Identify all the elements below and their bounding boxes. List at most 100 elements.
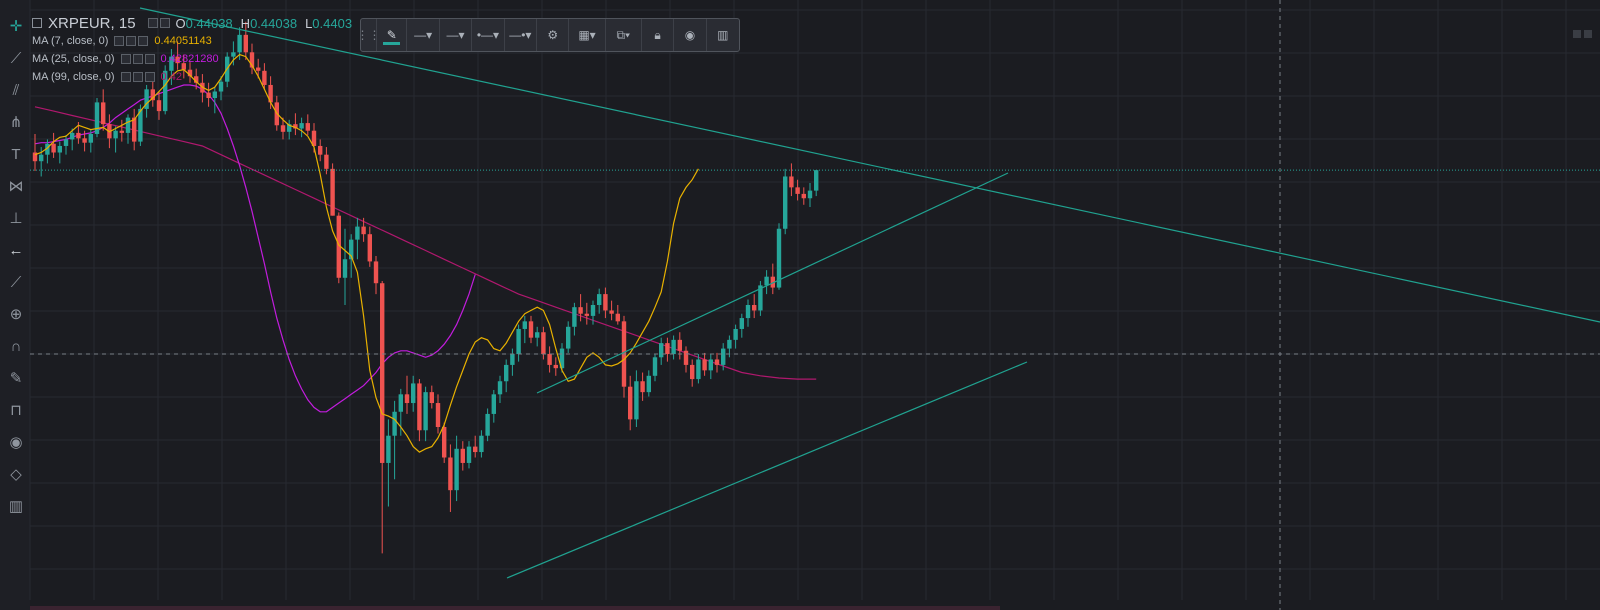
candle-body	[665, 343, 670, 355]
text-icon[interactable]: T	[11, 145, 21, 163]
left-toolbar-bg	[0, 0, 30, 610]
candle-body	[57, 145, 62, 153]
fill-icon[interactable]: ▦▾	[569, 19, 606, 51]
candle-body	[256, 67, 261, 71]
minimize-icon[interactable]	[1573, 30, 1581, 38]
indicator-value: 0.42	[160, 71, 182, 83]
layers-icon[interactable]: ◇	[10, 466, 22, 483]
candle-body	[671, 339, 676, 355]
candle-body	[51, 143, 56, 153]
candle-body	[132, 117, 137, 142]
candle-body	[516, 328, 521, 355]
candle-body	[485, 413, 490, 436]
candle-body	[119, 130, 124, 133]
candle-body	[727, 339, 732, 349]
candle-body	[566, 326, 571, 349]
close-icon[interactable]	[138, 36, 149, 46]
low-value: L0.4403	[305, 15, 353, 31]
eye-icon[interactable]: ◉	[9, 434, 23, 451]
gear-icon[interactable]	[159, 18, 170, 28]
candle-body	[609, 310, 614, 314]
open-value: O0.44038	[175, 15, 233, 31]
trend-line-icon[interactable]: ⟋	[10, 49, 22, 67]
candle-body	[417, 383, 422, 431]
candle-body	[156, 100, 162, 112]
maximize-icon[interactable]	[1584, 30, 1592, 38]
candle-body	[150, 89, 155, 101]
trash-icon[interactable]: ▥	[8, 498, 24, 515]
candle-body	[187, 69, 193, 77]
symbol-title: XRPEUR, 15	[48, 14, 136, 32]
close-icon[interactable]	[144, 54, 155, 64]
candle-body	[541, 332, 546, 355]
gear-icon[interactable]	[132, 54, 143, 64]
gear-icon[interactable]	[132, 72, 143, 82]
eye-icon[interactable]	[114, 36, 125, 46]
parallel-channel-icon[interactable]: ⫽	[12, 81, 20, 99]
candle-body	[590, 305, 596, 316]
back-arrow-icon[interactable]: ←	[8, 241, 24, 259]
symbol-settings[interactable]	[147, 18, 170, 28]
eye-icon[interactable]	[120, 54, 131, 64]
pencil-icon[interactable]: ✎	[377, 19, 408, 51]
high-value: H0.44038	[240, 15, 298, 31]
candle-body	[101, 102, 106, 125]
candle-body	[88, 133, 93, 143]
lock-icon[interactable]: 🔒︎	[642, 19, 675, 51]
collapse-icon[interactable]	[32, 18, 42, 28]
candle-body	[721, 348, 726, 365]
line-style-3[interactable]: •—▾	[472, 19, 505, 51]
candle-body	[94, 102, 100, 134]
chart-legend: XRPEUR, 15 O0.44038 H0.44038 L0.4403 MA …	[32, 14, 360, 86]
ma7-line	[34, 53, 699, 453]
eye-icon[interactable]: ◉	[674, 19, 707, 51]
ruler-icon[interactable]: ⟋	[10, 273, 22, 291]
ma99-path	[34, 106, 817, 380]
candle-body	[714, 359, 720, 365]
line-style-1[interactable]: —▾	[407, 19, 440, 51]
candle-body	[646, 375, 651, 393]
candle-body	[795, 187, 800, 194]
candle-body	[262, 70, 267, 85]
ma25-path	[34, 84, 476, 413]
candle-body	[460, 448, 465, 463]
pitchfork-icon[interactable]: ⋔	[9, 114, 23, 131]
drawing-tools-sidebar: ✛ ⟋ ⫽ ⋔ T ⋈ ⊥ ← ⟋ ⊕ ∩ ✎ ⊓ ◉ ◇ ▥	[6, 10, 26, 522]
crosshair-icon[interactable]: ✛	[9, 18, 23, 35]
gear-icon[interactable]	[126, 36, 137, 46]
copy-icon[interactable]: ⧉▾	[606, 19, 642, 51]
drag-handle-icon[interactable]: ⋮⋮	[357, 19, 381, 51]
candle-body	[299, 123, 304, 129]
candle-body	[218, 81, 224, 92]
trash-icon[interactable]: ▥	[717, 28, 729, 42]
zoom-in-icon[interactable]: ⊕	[9, 306, 23, 323]
candle-body	[311, 130, 317, 146]
candle-body	[249, 52, 255, 68]
candle-body	[764, 276, 769, 286]
lock-drawing-icon[interactable]: ✎	[9, 370, 23, 387]
close-icon[interactable]	[144, 72, 155, 82]
candle-body	[398, 394, 403, 412]
pattern-icon[interactable]: ⋈	[8, 178, 24, 195]
candle-body	[528, 321, 534, 338]
candle-body	[448, 457, 453, 491]
line-style-2[interactable]: —▾	[440, 19, 473, 51]
candle-body	[752, 305, 757, 311]
unlock-icon[interactable]: ⊓	[10, 402, 22, 419]
magnet-icon[interactable]: ∩	[10, 337, 22, 355]
eye-icon[interactable]	[120, 72, 131, 82]
measure-icon[interactable]: ⊥	[9, 210, 23, 227]
candle-body	[504, 364, 509, 382]
candle-body	[355, 226, 360, 240]
ma99-line	[34, 106, 817, 380]
candle-body	[138, 108, 143, 142]
candle-body	[454, 448, 459, 491]
candle-body	[206, 92, 211, 99]
settings-icon[interactable]	[147, 18, 158, 28]
descending-trendline	[139, 7, 1600, 323]
gear-icon[interactable]: ⚙	[537, 19, 570, 51]
candle-body	[814, 170, 819, 191]
line-style-4[interactable]: —•▾	[505, 19, 538, 51]
candle-body	[652, 357, 658, 376]
